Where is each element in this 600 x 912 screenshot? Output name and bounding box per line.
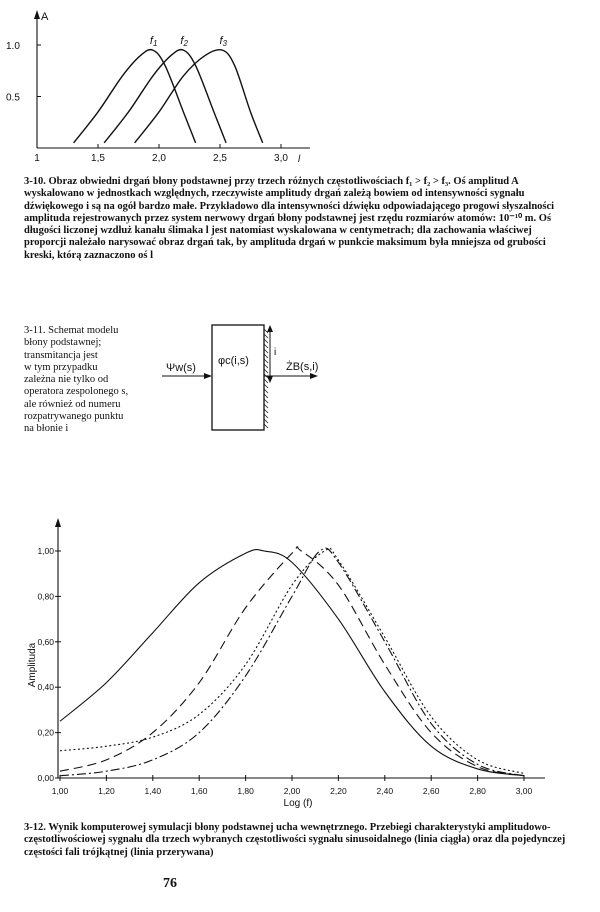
figure-envelope-chart: A 1.0 0.5 1 1,5 2,0 2,5 3,0 l f1 f2 f3	[6, 10, 310, 165]
hatch-line	[263, 388, 269, 394]
x-tick-label: 1,40	[145, 786, 162, 796]
hatch-line	[263, 328, 269, 334]
amplitude-chart: 0,00 0,20 0,40 0,60 0,80 1,00 1,00 1,20 1,40 1,6…	[27, 518, 545, 809]
block-label: φc(i,s)	[218, 355, 249, 367]
y-tick-label: 1,00	[37, 546, 54, 556]
hatch-line	[263, 373, 269, 379]
x-tick-label: 2,00	[284, 786, 301, 796]
y-tick-label: 0,60	[37, 637, 54, 647]
y-tick-label: 0,20	[37, 728, 54, 738]
x-tick-label: 2,5	[213, 153, 227, 164]
x-tick-label: 2,60	[423, 786, 440, 796]
hatch-line	[263, 408, 269, 414]
x-axis-label: Log (f)	[284, 798, 313, 809]
curve-dashed	[59, 546, 525, 777]
caption-3-12: 3-12. Wynik komputerowej symulacji błony…	[24, 822, 576, 859]
y-tick-group: 1.0 0.5	[6, 41, 41, 104]
x-tick-label: 1,5	[91, 153, 105, 164]
hatch-line	[263, 383, 269, 389]
curve-dotted	[59, 547, 525, 774]
y-axis-label: A	[41, 11, 49, 23]
curve-labels: f1 f2 f3	[150, 35, 228, 48]
hatch-line	[263, 398, 269, 404]
x-tick-label: 1,00	[52, 786, 69, 796]
y-tick-label: 0,00	[37, 773, 54, 783]
input-label: Ψw(s)	[166, 362, 196, 374]
caption-line: na błonie i	[24, 423, 69, 435]
curve-dash-dot	[59, 547, 525, 777]
response-curves	[59, 546, 525, 777]
x-tick-label: 2,80	[469, 786, 486, 796]
caption-3-11: 3-11. Schemat modelu błony podstawnej; tra…	[24, 325, 164, 436]
hatch-line	[263, 338, 269, 344]
caption-3-10: 3-10. Obraz obwiedni drgań błony podstaw…	[24, 176, 576, 262]
caption-line: zależna nie tylko od	[24, 374, 109, 386]
page-number: 76	[163, 876, 177, 891]
y-tick-label: 0,80	[37, 591, 54, 601]
x-tick-label: 2,20	[330, 786, 347, 796]
x-axis-label: l	[298, 154, 301, 165]
curve-f2	[103, 48, 227, 144]
hatch-line	[263, 333, 269, 339]
caption-number: 3-12.	[24, 822, 46, 833]
curve-label-f1: f1	[150, 35, 158, 48]
output-arrow-head	[310, 373, 318, 379]
x-tick-label: 1,80	[237, 786, 254, 796]
caption-line: błony podstawnej;	[24, 337, 102, 349]
transfer-block	[211, 324, 265, 431]
hatch-line	[263, 403, 269, 409]
hatch-line	[263, 343, 269, 349]
hatch-line	[263, 348, 269, 354]
caption-line: w tym przypadku	[24, 361, 98, 373]
x-tick-group: 1 1,5 2,0 2,5 3,0	[34, 144, 288, 164]
caption-text: Obraz obwiedni drgań błony podstawnej pr…	[24, 176, 555, 261]
curve-solid	[59, 549, 525, 777]
x-tick-label: 2,40	[377, 786, 394, 796]
y-axis-label: Amplituda	[27, 642, 38, 687]
y-tick-label: 0,40	[37, 682, 54, 692]
caption-line: transmitancja jest	[24, 349, 98, 361]
hatch-line	[263, 393, 269, 399]
y-axis-arrow	[34, 10, 40, 19]
hatch-line	[263, 418, 269, 424]
curve-f3	[134, 48, 264, 144]
caption-line: ale również od numeru	[24, 398, 121, 410]
y-tick-group: 0,00 0,20 0,40 0,60 0,80 1,00	[37, 546, 61, 783]
side-arrow-bottom	[267, 376, 273, 383]
envelope-curves	[73, 48, 264, 144]
output-label: ŻB(s,i)	[286, 360, 318, 373]
hatch-line	[263, 368, 269, 374]
curve-f1	[73, 48, 197, 144]
input-arrow-head	[204, 373, 212, 379]
x-tick-label: 3,00	[516, 786, 533, 796]
curve-label-f3: f3	[219, 35, 227, 48]
hatch-line	[263, 363, 269, 369]
x-tick-label: 1,20	[98, 786, 115, 796]
caption-number: 3-11.	[24, 325, 46, 336]
x-tick-label: 1,60	[191, 786, 208, 796]
x-tick-label: 2,0	[152, 153, 166, 164]
y-tick-label: 1.0	[6, 41, 20, 52]
block-diagram: i Ψw(s) φc(i,s) ŻB(s,i)	[162, 324, 318, 431]
side-label: i	[274, 347, 276, 358]
curve-label-f2: f2	[180, 35, 188, 48]
caption-line: Schemat modelu	[48, 325, 119, 336]
hatch-line	[263, 378, 269, 384]
caption-line: operatora zespolonego s,	[24, 386, 129, 398]
caption-text: Wynik komputerowej symulacji błony podst…	[24, 822, 566, 858]
side-arrow-top	[267, 325, 273, 332]
hatch-line	[263, 413, 269, 419]
x-tick-group: 1,00 1,20 1,40 1,60 1,80 2,00 2,20 2,40 2,60 2,80…	[52, 775, 533, 796]
x-tick-label: 3,0	[274, 153, 288, 164]
y-tick-label: 0.5	[6, 93, 20, 104]
y-axis-arrow	[55, 518, 61, 527]
hatch-line	[263, 358, 269, 364]
x-tick-label: 1	[34, 153, 40, 164]
caption-line: rozpatrywanego punktu	[24, 411, 124, 423]
caption-number: 3-10.	[24, 176, 46, 187]
hatch-line	[263, 423, 269, 429]
hatching	[263, 328, 269, 429]
caption-lines: Schemat modelu błony podstawnej; transmita…	[24, 325, 164, 436]
hatch-line	[263, 353, 269, 359]
